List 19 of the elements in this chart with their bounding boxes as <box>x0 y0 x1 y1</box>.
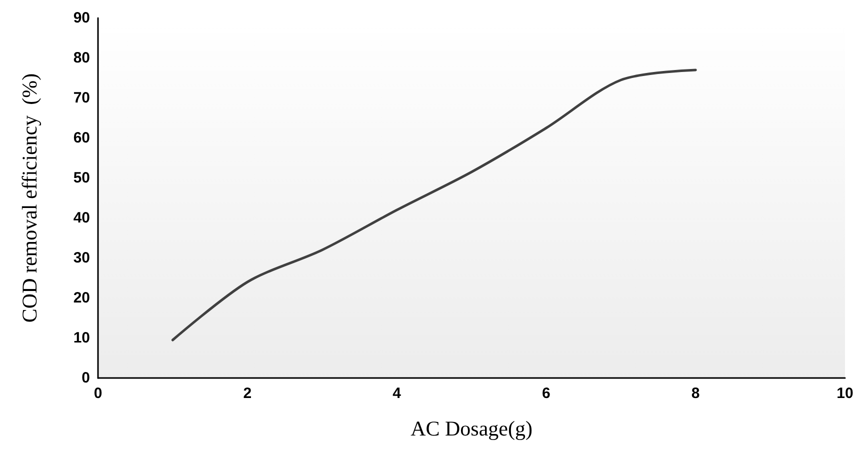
y-tick-label: 60 <box>73 130 90 146</box>
y-tick-label: 20 <box>73 290 90 306</box>
x-tick-label: 8 <box>691 385 700 402</box>
y-tick-label: 90 <box>73 10 90 26</box>
y-axis-title: COD removal efficiency (%) <box>18 73 42 323</box>
y-tick-label: 80 <box>73 50 90 66</box>
x-tick-label: 6 <box>542 385 550 402</box>
y-tick-label: 40 <box>73 210 90 226</box>
line-series <box>171 68 697 342</box>
y-tick-label: 0 <box>82 370 90 386</box>
x-tick-label: 4 <box>392 385 402 402</box>
y-tick-label: 70 <box>73 90 90 106</box>
x-tick-label: 2 <box>243 385 252 402</box>
x-tick-label: 0 <box>94 385 102 402</box>
x-axis-title: AC Dosage(g) <box>410 416 532 440</box>
y-tick-label: 30 <box>73 250 90 266</box>
y-tick-label: 50 <box>73 170 90 186</box>
y-tick-label: 10 <box>73 330 90 346</box>
x-tick-label: 10 <box>836 385 854 402</box>
